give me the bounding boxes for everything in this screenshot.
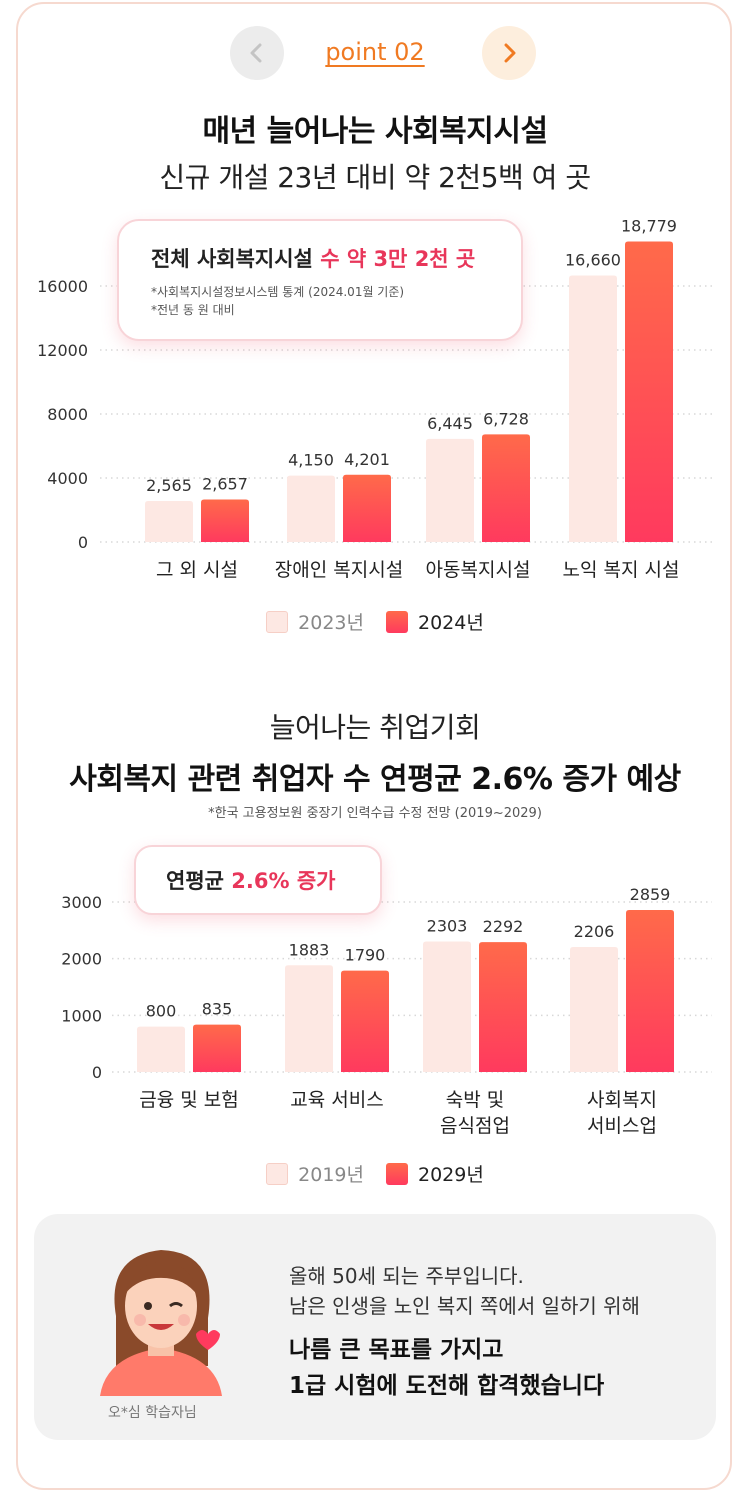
x-category-label: 서비스업 xyxy=(587,1115,657,1137)
section2-title-2: 사회복지 관련 취업자 수 연평균 2.6% 증가 예상 xyxy=(69,762,681,797)
reviewer-name: 오*심 학습자님 xyxy=(108,1405,197,1421)
review-line-3: 나름 큰 목표를 가지고 xyxy=(289,1337,504,1363)
facilities-bar-chart: 0 4000 8000 12000 16000 2,565 2,657 그 외 시설 4,150… xyxy=(37,217,712,581)
chevron-right-icon xyxy=(504,43,516,63)
legend-item-2019: 2019년 xyxy=(266,1160,364,1187)
x-category-label: 아동복지시설 xyxy=(426,559,531,581)
point-label[interactable]: point 02 xyxy=(325,38,425,66)
data-label: 2,657 xyxy=(202,474,248,493)
x-category-label: 그 외 시설 xyxy=(156,559,238,581)
prev-button[interactable] xyxy=(230,26,284,80)
woman-avatar-icon xyxy=(100,1250,222,1396)
chart2-legend: 2019년 2029년 xyxy=(0,1160,750,1187)
x-category-label: 금융 및 보험 xyxy=(139,1089,238,1111)
bar xyxy=(626,909,674,1072)
chart1-legend: 2023년 2024년 xyxy=(0,608,750,635)
chevron-left-icon xyxy=(250,43,262,63)
legend-item-2029: 2029년 xyxy=(386,1160,484,1187)
review-line-4: 1급 시험에 도전해 합격했습니다 xyxy=(289,1373,605,1399)
data-label: 16,660 xyxy=(565,250,621,269)
section1-title: 매년 늘어나는 사회복지시설 xyxy=(202,114,548,149)
bar xyxy=(145,500,193,542)
data-label: 2859 xyxy=(630,885,671,904)
bar xyxy=(482,434,530,542)
y-tick-label: 8000 xyxy=(47,405,88,424)
x-category-label: 음식점업 xyxy=(440,1115,510,1137)
data-label: 2292 xyxy=(483,917,524,936)
y-tick-label: 1000 xyxy=(61,1006,102,1025)
data-label: 18,779 xyxy=(621,217,677,236)
section2-title-1: 늘어나는 취업기회 xyxy=(269,711,481,744)
y-tick-label: 0 xyxy=(92,1063,102,1082)
bar xyxy=(341,970,389,1072)
data-label: 2,565 xyxy=(146,476,192,495)
data-label: 2303 xyxy=(427,916,468,935)
employment-bar-chart: 0 1000 2000 3000 800 835 금융 및 보험 1883 1790 교육 서비스… xyxy=(61,885,712,1137)
section2-note: *한국 고용정보원 중장기 인력수급 수정 전망 (2019~2029) xyxy=(208,806,542,821)
x-category-label: 교육 서비스 xyxy=(290,1089,383,1111)
y-tick-label: 3000 xyxy=(61,893,102,912)
y-tick-label: 4000 xyxy=(47,469,88,488)
legend-item-2023: 2023년 xyxy=(266,608,364,635)
bar xyxy=(201,499,249,542)
callout-note-1: *사회복지시설정보시스템 통계 (2024.01월 기준) xyxy=(151,285,405,299)
callout-title-2: 연평균 2.6% 증가 xyxy=(166,869,336,893)
x-category-label: 노익 복지 시설 xyxy=(563,559,680,581)
x-category-label: 숙박 및 xyxy=(446,1089,504,1111)
bar xyxy=(569,275,617,542)
legend-item-2024: 2024년 xyxy=(386,608,484,635)
y-tick-label: 0 xyxy=(78,533,88,552)
data-label: 835 xyxy=(202,1000,233,1019)
y-tick-label: 2000 xyxy=(61,950,102,969)
bar xyxy=(287,475,335,542)
data-label: 800 xyxy=(146,1002,177,1021)
review-line-2: 남은 인생을 노인 복지 쪽에서 일하기 위해 xyxy=(289,1294,640,1318)
data-label: 4,201 xyxy=(344,450,390,469)
data-label: 6,445 xyxy=(427,414,473,433)
facilities-callout: 전체 사회복지시설 수 약 3만 2천 곳 *사회복지시설정보시스템 통계 (2… xyxy=(117,219,523,341)
bar xyxy=(137,1026,185,1072)
data-label: 2206 xyxy=(574,922,615,941)
bar xyxy=(570,946,618,1072)
employment-callout: 연평균 2.6% 증가 xyxy=(134,845,382,915)
data-label: 4,150 xyxy=(288,451,334,470)
x-category-label: 사회복지 xyxy=(587,1089,657,1111)
bar xyxy=(285,965,333,1072)
section1-subtitle: 신규 개설 23년 대비 약 2천5백 여 곳 xyxy=(159,161,591,194)
y-tick-label: 16000 xyxy=(37,277,88,296)
review-line-1: 올해 50세 되는 주부입니다. xyxy=(289,1264,524,1288)
review-box: 오*심 학습자님 올해 50세 되는 주부입니다. 남은 인생을 노인 복지 쪽… xyxy=(34,1214,716,1440)
x-category-label: 장애인 복지시설 xyxy=(275,559,403,581)
y-tick-label: 12000 xyxy=(37,341,88,360)
bar xyxy=(193,1024,241,1072)
bar xyxy=(625,241,673,542)
bar xyxy=(479,942,527,1072)
data-label: 6,728 xyxy=(483,409,529,428)
callout-title: 전체 사회복지시설 수 약 3만 2천 곳 xyxy=(151,247,476,271)
next-button[interactable] xyxy=(482,26,536,80)
bar xyxy=(423,941,471,1072)
callout-note-2: *전년 동 원 대비 xyxy=(151,303,235,317)
bar xyxy=(343,474,391,542)
bar xyxy=(426,438,474,542)
data-label: 1790 xyxy=(345,946,386,965)
data-label: 1883 xyxy=(289,940,330,959)
